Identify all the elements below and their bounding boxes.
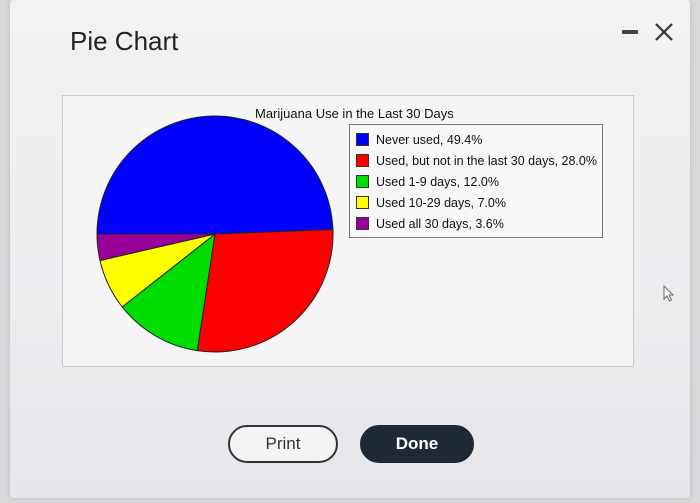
done-button[interactable]: Done [360,425,474,463]
dialog-title: Pie Chart [70,26,179,56]
legend-label: Used 10-29 days, 7.0% [376,195,506,210]
legend-label: Used, but not in the last 30 days, 28.0% [376,153,597,168]
legend-item-3: Used 10-29 days, 7.0% [356,192,602,213]
legend-label: Used all 30 days, 3.6% [376,216,504,231]
legend-swatch [356,196,369,209]
mouse-cursor-icon [663,285,675,302]
print-button[interactable]: Print [228,425,338,463]
legend-item-1: Used, but not in the last 30 days, 28.0% [356,150,602,171]
pie-slice-0 [96,115,334,235]
legend-swatch [356,133,369,146]
close-icon[interactable] [652,20,676,44]
chart-legend: Never used, 49.4% Used, but not in the la… [349,124,603,238]
pie-slice-2 [121,232,216,352]
legend-label: Used 1-9 days, 12.0% [376,174,499,189]
minimize-icon[interactable] [622,30,638,34]
legend-swatch [356,217,369,230]
pie-slice-1 [196,229,334,353]
pie-chart [96,115,334,353]
legend-item-4: Used all 30 days, 3.6% [356,213,602,234]
legend-swatch [356,154,369,167]
window-controls [622,20,676,44]
chart-frame: Marijuana Use in the Last 30 Days Never … [62,95,634,367]
legend-label: Never used, 49.4% [376,132,483,147]
pie-chart-dialog: Pie Chart Marijuana Use in the Last 30 D… [10,0,690,498]
chart-title: Marijuana Use in the Last 30 Days [255,106,454,121]
legend-item-0: Never used, 49.4% [356,129,602,150]
legend-item-2: Used 1-9 days, 12.0% [356,171,602,192]
legend-swatch [356,175,369,188]
pie-slice-4 [96,233,216,262]
